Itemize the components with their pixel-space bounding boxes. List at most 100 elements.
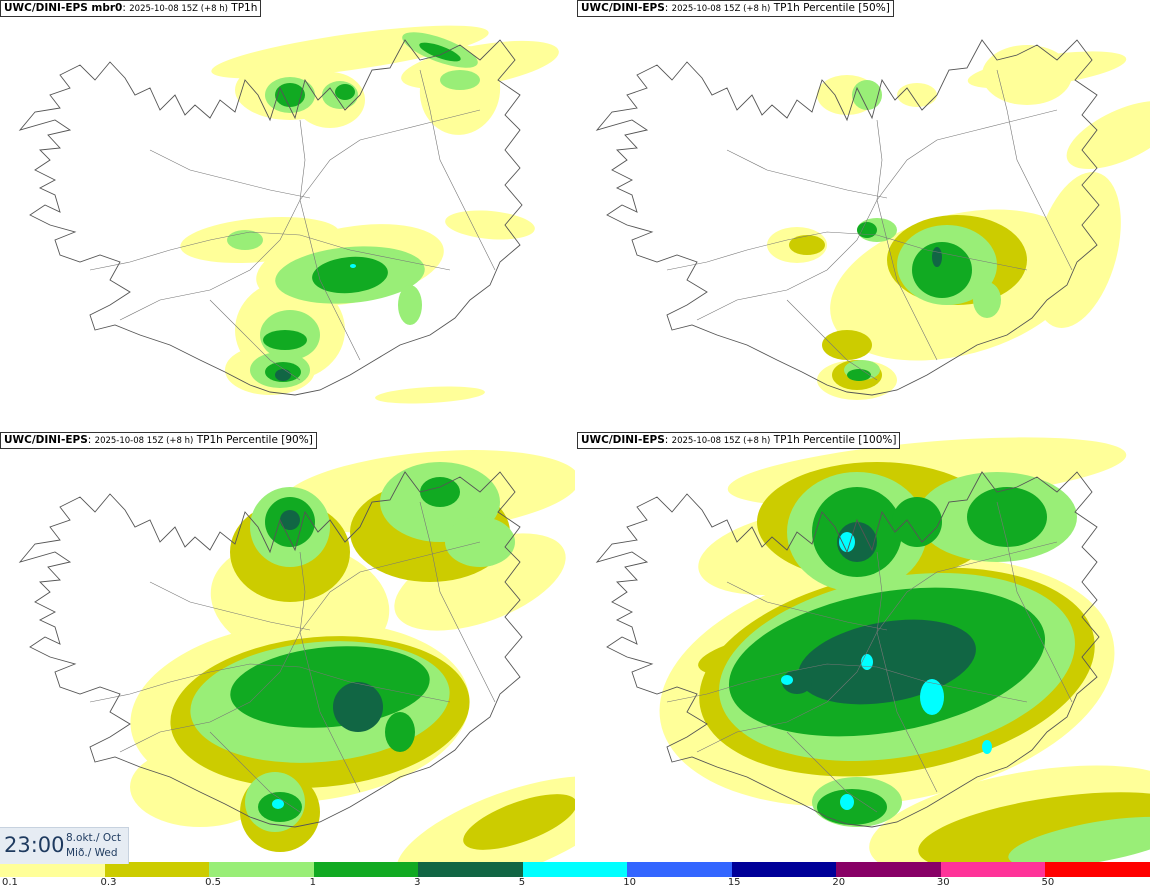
legend-swatch: [940, 862, 1047, 877]
precip-contour: [973, 282, 1001, 318]
legend-swatch: [731, 862, 838, 877]
precip-contour: [840, 794, 854, 810]
precip-contour: [445, 210, 535, 240]
road-line: [786, 731, 878, 813]
panel-title: UWC/DINI-EPS: 2025-10-08 15Z (+8 h) TP1h…: [577, 432, 901, 449]
precip-contour: [463, 794, 575, 850]
road-line: [89, 663, 451, 703]
precip-contour: [312, 256, 388, 294]
panel-title: UWC/DINI-EPS: 2025-10-08 15Z (+8 h) TP1h…: [577, 0, 894, 17]
road-line: [209, 731, 301, 813]
road-line: [299, 551, 361, 793]
road-line: [996, 501, 1073, 703]
precip-contour: [1008, 816, 1150, 862]
precip-field: [130, 450, 575, 862]
valid-time: 23:00: [4, 833, 65, 857]
precip-contour: [280, 510, 300, 530]
panel-title: UWC/DINI-EPS: 2025-10-08 15Z (+8 h) TP1h…: [0, 432, 317, 449]
legend-swatch: [313, 862, 420, 877]
precip-field: [767, 45, 1150, 400]
road-line: [666, 231, 1028, 271]
legend-tick-label: 30: [936, 877, 950, 888]
precip-contour: [897, 83, 937, 107]
precip-contour: [932, 247, 942, 267]
road-line: [89, 231, 451, 271]
precip-contour: [440, 70, 480, 90]
road-line: [149, 581, 311, 631]
legend-swatch: [0, 862, 106, 877]
road-line: [876, 119, 938, 361]
precip-field: [659, 437, 1150, 862]
precip-contour: [861, 654, 873, 670]
precip-map: [18, 25, 559, 404]
panel-title: UWC/DINI-EPS mbr0: 2025-10-08 15Z (+8 h)…: [0, 0, 262, 17]
precip-contour: [982, 45, 1072, 105]
coastline: [18, 471, 523, 828]
coastline: [595, 39, 1100, 396]
legend-tick-label: 50: [1041, 877, 1055, 888]
road-line: [876, 551, 938, 793]
precip-contour: [263, 330, 307, 350]
road-line: [726, 581, 888, 631]
precip-contour: [420, 477, 460, 507]
legend-swatch: [104, 862, 211, 877]
precip-contour: [839, 532, 855, 552]
legend-tick-label: 20: [832, 877, 846, 888]
valid-time-box: 23:00 8.okt./ Oct Mið./ Wed: [0, 827, 129, 864]
precip-map: [595, 437, 1150, 862]
legend-tick-label: 0.5: [205, 877, 221, 888]
precip-contour: [822, 330, 872, 360]
legend-tick-label: 3: [414, 877, 421, 888]
road-line: [996, 69, 1073, 271]
precip-contour: [912, 242, 972, 298]
legend-tick-label: 5: [518, 877, 526, 888]
precip-field: [180, 25, 559, 404]
precip-contour: [857, 222, 877, 238]
precip-contour: [275, 369, 291, 381]
precip-contour: [892, 497, 942, 547]
legend-swatch: [1045, 862, 1150, 877]
precip-contour: [333, 682, 383, 732]
legend-tick-label: 1: [309, 877, 316, 888]
precip-contour: [920, 679, 944, 715]
legend-swatch: [627, 862, 733, 877]
precip-contour: [272, 799, 284, 809]
map-panel-p50: UWC/DINI-EPS: 2025-10-08 15Z (+8 h) TP1h…: [577, 0, 1150, 430]
legend-swatch: [836, 862, 942, 877]
valid-date: 8.okt./ Oct: [66, 832, 122, 844]
coastline: [595, 471, 1100, 828]
precip-contour: [852, 80, 882, 110]
precip-contour: [967, 487, 1047, 547]
map-panel-p90: UWC/DINI-EPS: 2025-10-08 15Z (+8 h) TP1h…: [0, 432, 575, 862]
precip-contour: [350, 264, 356, 268]
precip-contour: [789, 235, 825, 255]
road-line: [149, 149, 311, 199]
precip-contour: [847, 369, 871, 381]
precip-contour: [275, 83, 305, 107]
precip-contour: [385, 712, 415, 752]
road-line: [726, 149, 888, 199]
precip-map: [595, 39, 1150, 400]
legend-swatch: [522, 862, 629, 877]
color-legend: 0.1 0.3 0.5 1 3 5 10 15 20 30 50: [0, 862, 1150, 891]
valid-weekday: Mið./ Wed: [66, 847, 118, 859]
precip-contour: [781, 675, 793, 685]
legend-swatch: [418, 862, 524, 877]
legend-swatch: [209, 862, 315, 877]
precip-contour: [335, 84, 355, 100]
precip-contour: [1066, 100, 1150, 170]
legend-tick-label: 0.1: [2, 877, 18, 888]
precip-contour: [1033, 172, 1121, 328]
legend-tick-label: 15: [727, 877, 741, 888]
road-line: [209, 299, 301, 381]
road-line: [419, 69, 496, 271]
precip-contour: [394, 533, 566, 631]
road-line: [299, 119, 361, 361]
road-line: [786, 299, 878, 381]
legend-tick-label: 10: [623, 877, 636, 888]
precip-contour: [982, 740, 992, 754]
legend-tick-label: 0.3: [100, 877, 117, 888]
map-panel-p100: UWC/DINI-EPS: 2025-10-08 15Z (+8 h) TP1h…: [577, 432, 1150, 862]
precip-contour: [375, 386, 485, 404]
precip-contour: [419, 42, 461, 62]
